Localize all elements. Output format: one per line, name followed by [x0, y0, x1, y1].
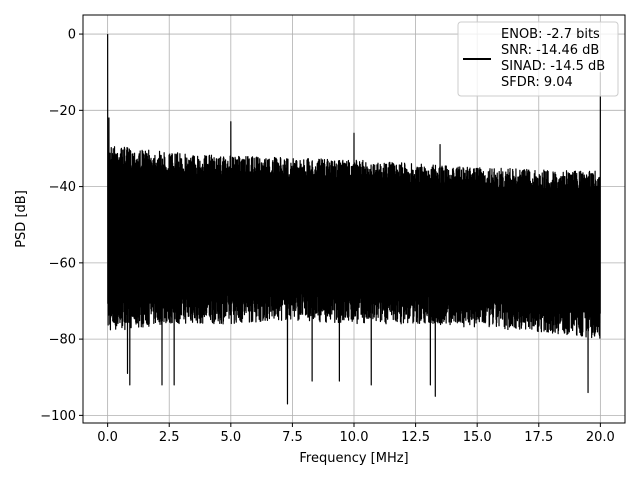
y-tick-label: −20 — [49, 104, 76, 119]
x-tick-label: 0.0 — [97, 430, 118, 445]
x-tick-label: 15.0 — [463, 430, 492, 445]
legend-entry-sinad: SINAD: -14.5 dB — [501, 59, 605, 74]
psd-series-line — [107, 34, 601, 405]
x-tick-label: 17.5 — [524, 430, 553, 445]
x-axis-label: Frequency [MHz] — [299, 451, 408, 466]
y-tick-label: −100 — [40, 409, 76, 424]
y-tick-label: −40 — [49, 180, 76, 195]
legend-entry-enob: ENOB: -2.7 bits — [501, 27, 600, 42]
x-tick-label: 7.5 — [282, 430, 303, 445]
legend: ENOB: -2.7 bits SNR: -14.46 dB SINAD: -1… — [457, 21, 619, 97]
y-tick-label: 0 — [68, 28, 76, 43]
plot-area — [107, 34, 601, 405]
x-tick-label: 2.5 — [159, 430, 180, 445]
legend-entry-snr: SNR: -14.46 dB — [501, 43, 599, 58]
y-tick-label: −80 — [49, 333, 76, 348]
x-tick-label: 5.0 — [220, 430, 241, 445]
y-tick-label: −60 — [49, 256, 76, 271]
y-axis-label: PSD [dB] — [14, 190, 29, 248]
legend-box — [457, 21, 619, 97]
x-tick-label: 10.0 — [340, 430, 369, 445]
x-tick-label: 20.0 — [586, 430, 615, 445]
y-axis: 0 −20 −40 −60 −80 −100 — [40, 28, 83, 424]
x-axis: 0.0 2.5 5.0 7.5 10.0 12.5 15.0 17.5 20.0 — [97, 423, 615, 445]
x-tick-label: 12.5 — [401, 430, 430, 445]
legend-entry-sfdr: SFDR: 9.04 — [501, 75, 573, 90]
